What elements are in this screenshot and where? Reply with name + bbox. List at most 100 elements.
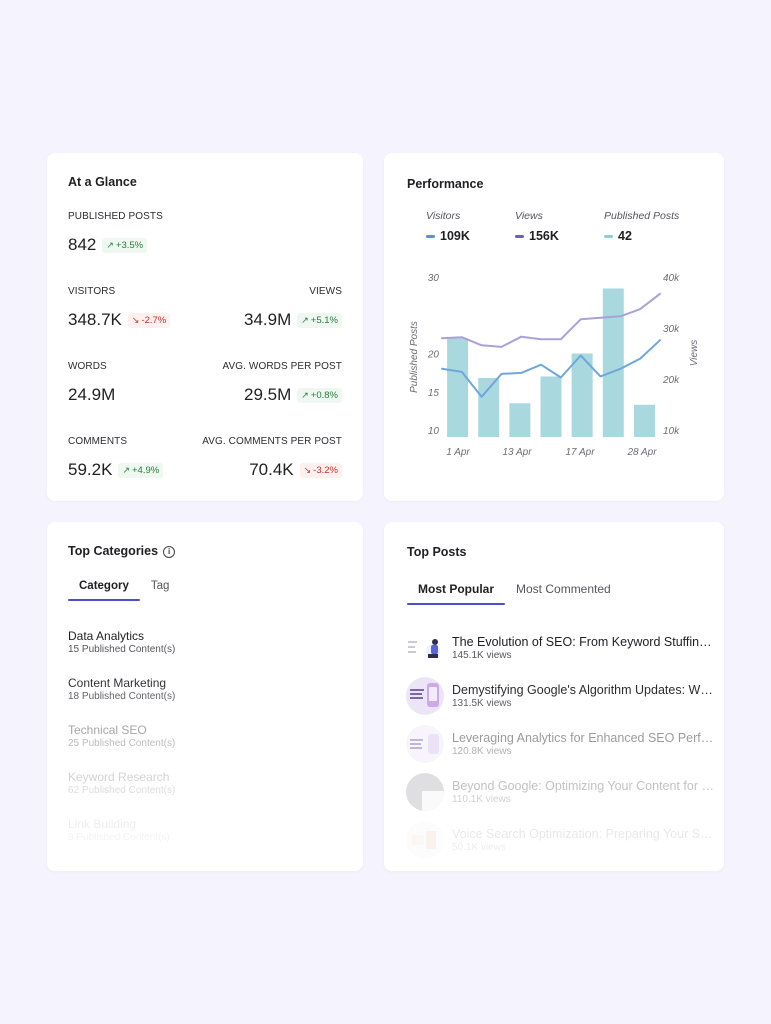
visitors-stat: 348.7K ↘ -2.7% <box>68 310 171 330</box>
views-value: 34.9M <box>244 310 292 329</box>
post-thumbnail <box>406 677 444 715</box>
published-posts-delta-badge: ↗ +3.5% <box>102 237 148 253</box>
performance-title: Performance <box>407 177 484 191</box>
y-tick-label-right: 40k <box>663 273 680 284</box>
legend-views[interactable]: Views 156K <box>515 210 559 243</box>
list-item[interactable]: Voice Search Optimization: Preparing You… <box>406 821 714 859</box>
views-delta: +5.1% <box>310 314 338 326</box>
performance-card: Performance Visitors 109K Views 156K Pub… <box>384 153 724 501</box>
category-count: 25 Published Content(s) <box>68 738 176 749</box>
at-a-glance-title: At a Glance <box>68 175 137 189</box>
post-views: 131.5K views <box>452 698 512 709</box>
arrow-up-right-icon: ↗ <box>122 464 130 475</box>
y-tick-label-left: 10 <box>428 426 440 437</box>
x-tick-label: 28 Apr <box>626 447 657 458</box>
y-tick-label-right: 20k <box>662 375 680 386</box>
post-views: 145.1K views <box>452 650 512 661</box>
post-tabs: Most Popular Most Commented <box>407 582 622 605</box>
post-thumbnail <box>406 773 444 811</box>
comments-label: COMMENTS <box>68 436 128 447</box>
avg-comments-delta: -3.2% <box>313 464 338 476</box>
top-posts-card: Top Posts Most Popular Most Commented Th… <box>384 522 724 871</box>
words-value: 24.9M <box>68 385 116 404</box>
legend-published-posts-swatch <box>604 234 613 238</box>
legend-visitors-value: 109K <box>440 229 470 243</box>
y-tick-label-left: 30 <box>428 273 440 284</box>
legend-published-posts-value: 42 <box>618 229 632 243</box>
at-a-glance-card: At a Glance PUBLISHED POSTS 842 ↗ +3.5% V… <box>47 153 363 501</box>
words-label: WORDS <box>68 361 107 372</box>
avg-words-delta: +0.8% <box>310 389 338 401</box>
avg-comments-stat: 70.4K ↘ -3.2% <box>249 460 342 480</box>
visitors-label: VISITORS <box>68 286 116 297</box>
comments-delta-badge: ↗ +4.9% <box>118 462 164 478</box>
avg-words-label: AVG. WORDS PER POST <box>222 361 342 372</box>
chart-line-views <box>441 292 661 348</box>
published-posts-value: 842 <box>68 235 97 254</box>
list-item[interactable]: Beyond Google: Optimizing Your Content f… <box>406 773 714 811</box>
avg-comments-value: 70.4K <box>249 460 294 479</box>
comments-delta: +4.9% <box>131 464 160 476</box>
list-item[interactable]: Leveraging Analytics for Enhanced SEO Pe… <box>406 725 714 763</box>
y-tick-label-left: 15 <box>428 388 440 399</box>
info-icon[interactable]: i <box>163 546 176 558</box>
legend-published-posts[interactable]: Published Posts 42 <box>604 210 679 243</box>
category-name: Technical SEO <box>68 723 147 737</box>
published-posts-stat: 842 ↗ +3.5% <box>68 235 148 255</box>
arrow-down-right-icon: ↘ <box>303 464 312 475</box>
chart-bar <box>478 377 500 437</box>
tab-category[interactable]: Category <box>68 580 140 601</box>
list-item[interactable]: Keyword Research 62 Published Content(s) <box>68 770 175 796</box>
list-item[interactable]: Data Analytics 15 Published Content(s) <box>68 629 175 655</box>
legend-published-posts-label: Published Posts <box>604 210 680 222</box>
post-thumbnail <box>406 821 444 859</box>
chart-bar <box>540 376 562 437</box>
legend-views-label: Views <box>515 210 543 222</box>
views-delta-badge: ↗ +5.1% <box>297 312 342 328</box>
tab-tag[interactable]: Tag <box>150 580 170 592</box>
top-categories-title-text: Top Categories <box>68 544 159 558</box>
chart-bar <box>602 288 624 437</box>
tab-most-popular[interactable]: Most Popular <box>407 582 506 605</box>
avg-words-value: 29.5M <box>244 385 292 404</box>
published-posts-delta: +3.5% <box>115 239 144 251</box>
category-name: Content Marketing <box>68 676 167 690</box>
list-item[interactable]: Technical SEO 25 Published Content(s) <box>68 723 175 749</box>
category-name: Keyword Research <box>68 770 170 784</box>
performance-chart: 10 15 20 30 10k 20k 30k 40k 1 Apr 13 Apr 17 Apr 28 … <box>409 273 700 458</box>
comments-value: 59.2K <box>68 460 113 479</box>
chart-bar <box>571 353 593 437</box>
legend-visitors[interactable]: Visitors 109K <box>426 210 470 243</box>
list-item[interactable]: Content Marketing 18 Published Content(s… <box>68 676 175 702</box>
y-tick-label-left: 20 <box>427 350 440 361</box>
comments-stat: 59.2K ↗ +4.9% <box>68 460 164 480</box>
y-axis-title-right: Views <box>689 340 700 367</box>
avg-words-delta-badge: ↗ +0.8% <box>297 387 342 403</box>
legend-visitors-label: Visitors <box>426 210 461 222</box>
post-title: Voice Search Optimization: Preparing You… <box>452 827 714 841</box>
list-item[interactable]: The Evolution of SEO: From Keyword Stuff… <box>406 629 714 667</box>
category-count: 62 Published Content(s) <box>68 785 176 796</box>
category-tabs: Category Tag <box>68 580 180 601</box>
post-title: Leveraging Analytics for Enhanced SEO Pe… <box>452 731 714 745</box>
chart-line-visitors <box>441 339 661 398</box>
y-tick-label-right: 30k <box>663 324 680 335</box>
category-count: 18 Published Content(s) <box>68 691 176 702</box>
category-count: 15 Published Content(s) <box>68 644 176 655</box>
arrow-up-right-icon: ↗ <box>301 389 309 400</box>
visitors-delta-badge: ↘ -2.7% <box>127 312 171 328</box>
category-name: Link Building <box>68 817 137 831</box>
arrow-up-right-icon: ↗ <box>106 239 114 250</box>
legend-views-swatch <box>515 234 524 238</box>
category-count: 8 Published Content(s) <box>68 832 170 843</box>
chart-bar <box>509 403 531 437</box>
list-item[interactable]: Link Building 8 Published Content(s) <box>68 817 170 843</box>
tab-most-commented[interactable]: Most Commented <box>516 582 611 596</box>
y-tick-label-right: 10k <box>663 426 680 437</box>
y-axis-title-left: Published Posts <box>409 321 420 393</box>
arrow-up-right-icon: ↗ <box>301 314 309 325</box>
list-item[interactable]: Demystifying Google's Algorithm Updates:… <box>406 677 714 715</box>
x-tick-label: 13 Apr <box>502 447 532 458</box>
category-name: Data Analytics <box>68 629 145 643</box>
avg-words-stat: 29.5M ↗ +0.8% <box>244 385 342 405</box>
